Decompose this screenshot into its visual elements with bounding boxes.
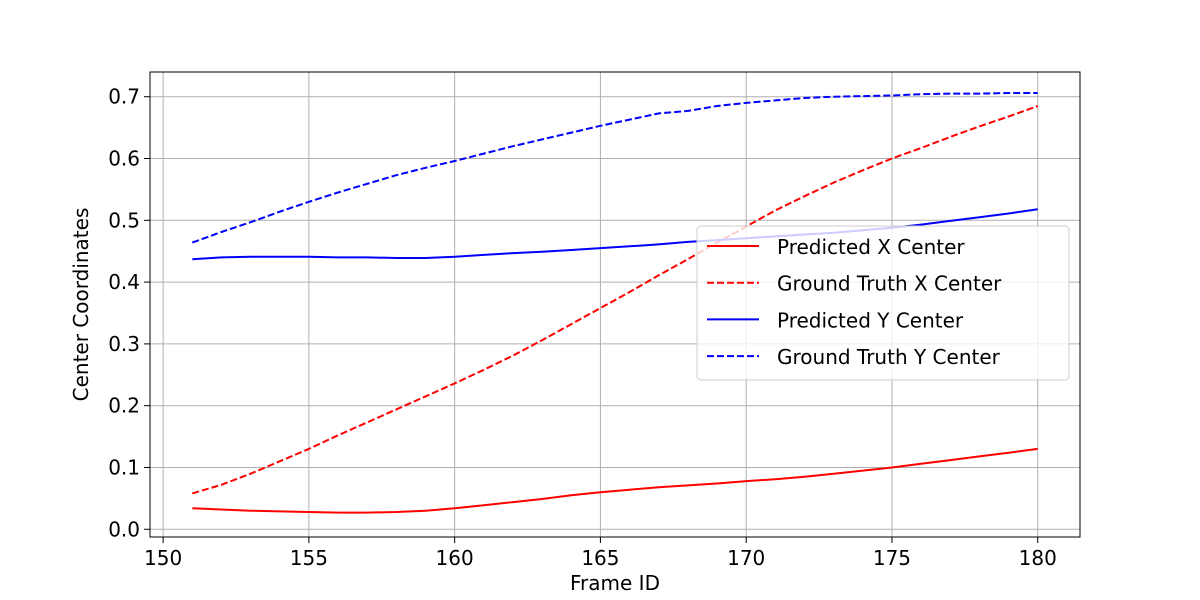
x-axis-title: Frame ID: [570, 571, 660, 595]
legend: Predicted X Center Ground Truth X Center P…: [696, 225, 1070, 381]
x-tick-label: 180: [1019, 546, 1057, 570]
legend-label: Predicted Y Center: [777, 308, 964, 332]
y-tick-label: 0.3: [108, 332, 140, 356]
axis-ticks: 150 155 160 165 170 175 180 0.0 0.1 0.2 0.3 0.4 0.5 0…: [108, 85, 1057, 570]
plot-frame: [149, 71, 1081, 538]
y-tick-label: 0.2: [108, 394, 140, 418]
x-tick-label: 160: [436, 546, 474, 570]
y-tick-label: 0.1: [108, 455, 140, 479]
y-tick-label: 0.4: [108, 270, 140, 294]
x-tick-label: 155: [290, 546, 328, 570]
legend-label: Predicted X Center: [777, 235, 965, 259]
x-tick-label: 170: [727, 546, 765, 570]
y-axis-title: Center Coordinates: [69, 208, 93, 402]
legend-box: [696, 225, 1070, 381]
y-tick-label: 0.5: [108, 208, 140, 232]
y-tick-label: 0.7: [108, 85, 140, 109]
series-line-predicted-x-center: [192, 447, 1038, 514]
x-tick-label: 165: [581, 546, 619, 570]
y-tick-label: 0.0: [108, 517, 140, 541]
x-tick-label: 175: [873, 546, 911, 570]
series-line-ground-truth-x-center: [192, 105, 1039, 495]
y-tick-label: 0.6: [108, 147, 140, 171]
x-tick-label: 150: [144, 546, 182, 570]
series-line-ground-truth-y-center: [191, 92, 1038, 244]
legend-label: Ground Truth X Center: [777, 272, 1002, 296]
legend-label: Ground Truth Y Center: [777, 345, 1001, 369]
